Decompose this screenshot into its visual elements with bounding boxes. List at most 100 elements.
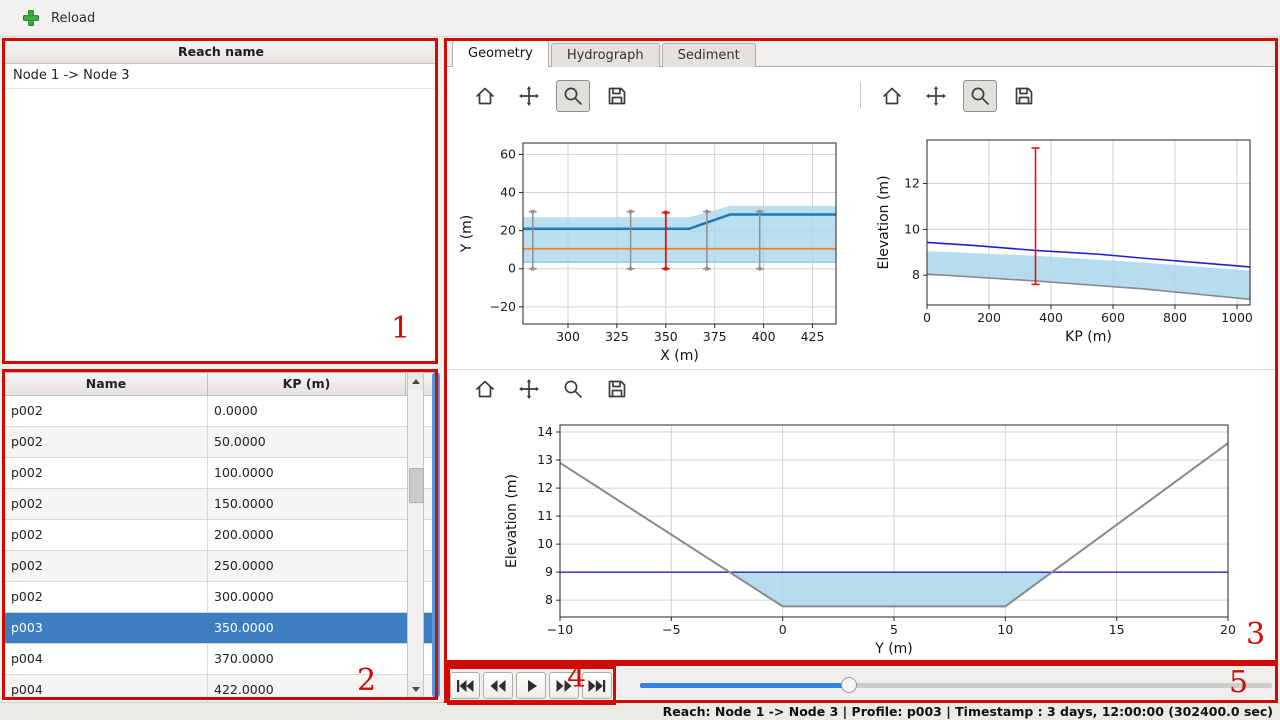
skip-forward-icon: [588, 679, 605, 692]
profiles-table: p002 0.0000 p002 50.0000 p002 100.0000 p002 150…: [5, 396, 437, 706]
svg-text:800: 800: [1163, 310, 1187, 325]
svg-text:8: 8: [912, 267, 920, 282]
arrow-up-icon: [411, 378, 420, 384]
slider-fill: [640, 683, 849, 688]
panel-scrollbar-overlay[interactable]: [432, 372, 440, 698]
save-icon: [1015, 87, 1033, 105]
svg-text:−20: −20: [490, 299, 516, 314]
home-button[interactable]: [875, 80, 909, 112]
table-row[interactable]: p002 250.0000: [5, 551, 437, 582]
seek-backward-icon: [490, 679, 505, 692]
svg-text:11: 11: [537, 508, 553, 523]
playback-seek-forward-button[interactable]: [549, 672, 579, 699]
svg-text:9: 9: [545, 564, 553, 579]
svg-text:350: 350: [654, 329, 678, 344]
cross-section-chart[interactable]: −10 −5 0 5 10 15 20 8 9 10 11 12 13 14 Y (m) Elevation …: [450, 408, 1274, 662]
plan-view-toolbar: [468, 80, 634, 112]
save-icon: [608, 87, 626, 105]
table-cell-kp: 50.0000: [214, 434, 266, 449]
home-button[interactable]: [468, 373, 502, 405]
reload-label: Reload: [51, 10, 96, 26]
save-button[interactable]: [1007, 80, 1041, 112]
table-row[interactable]: p004 422.0000: [5, 675, 437, 706]
svg-text:Elevation (m): Elevation (m): [876, 175, 892, 269]
scroll-up-button[interactable]: [408, 373, 423, 389]
svg-text:KP (m): KP (m): [1065, 329, 1112, 345]
table-row[interactable]: p002 50.0000: [5, 427, 437, 458]
pan-button[interactable]: [512, 373, 546, 405]
home-button[interactable]: [468, 80, 502, 112]
zoom-button[interactable]: [556, 80, 590, 112]
table-cell-kp: 0.0000: [214, 403, 258, 418]
zoom-button[interactable]: [963, 80, 997, 112]
scroll-thumb[interactable]: [409, 468, 424, 503]
table-row[interactable]: p002 100.0000: [5, 458, 437, 489]
slider-handle[interactable]: [840, 677, 857, 693]
svg-text:425: 425: [801, 329, 825, 344]
tab-sediment[interactable]: Sediment: [661, 43, 756, 67]
svg-text:1000: 1000: [1221, 310, 1253, 325]
pan-button[interactable]: [512, 80, 546, 112]
save-button[interactable]: [600, 373, 634, 405]
table-cell-kp: 100.0000: [214, 465, 274, 480]
tab-hydrograph[interactable]: Hydrograph: [550, 43, 660, 67]
svg-text:X (m): X (m): [660, 348, 699, 364]
table-cell-name: p002: [5, 396, 208, 426]
zoom-button[interactable]: [556, 373, 590, 405]
play-icon: [527, 679, 537, 692]
svg-text:12: 12: [904, 176, 920, 191]
svg-text:60: 60: [500, 146, 516, 161]
table-row[interactable]: p002 300.0000: [5, 582, 437, 613]
svg-text:10: 10: [537, 536, 553, 551]
arrow-down-icon: [411, 686, 420, 692]
chart-splitter[interactable]: [446, 369, 1278, 370]
svg-text:325: 325: [605, 329, 629, 344]
tab-bar: Geometry Hydrograph Sediment: [452, 40, 756, 67]
table-cell-kp: 300.0000: [214, 589, 274, 604]
svg-text:Elevation (m): Elevation (m): [504, 474, 520, 568]
toolbar-separator: [860, 82, 861, 108]
cross-section-toolbar: [468, 373, 634, 405]
svg-text:400: 400: [752, 329, 776, 344]
scroll-down-button[interactable]: [408, 681, 423, 697]
long-profile-chart[interactable]: 0 200 400 600 800 1000 8 10 12 KP (m) Elevation (m…: [868, 118, 1272, 368]
pan-icon: [519, 379, 539, 399]
tab-geometry[interactable]: Geometry: [452, 40, 549, 67]
table-row[interactable]: p002 0.0000: [5, 396, 437, 427]
reach-list: Node 1 -> Node 3: [5, 64, 437, 89]
table-row[interactable]: p003 350.0000: [5, 613, 437, 644]
reload-button[interactable]: Reload: [22, 9, 95, 27]
table-row[interactable]: p002 150.0000: [5, 489, 437, 520]
table-header: Name KP (m): [5, 373, 437, 396]
playback-skip-forward-button[interactable]: [582, 672, 612, 699]
reach-list-item[interactable]: Node 1 -> Node 3: [5, 64, 437, 89]
chart-pane: [446, 66, 1278, 663]
table-scrollbar[interactable]: [407, 372, 424, 698]
svg-text:40: 40: [500, 185, 516, 200]
table-cell-name: p002: [5, 458, 208, 488]
svg-text:15: 15: [1109, 622, 1125, 637]
playback-bar: [450, 672, 612, 699]
save-button[interactable]: [600, 80, 634, 112]
table-header-kp[interactable]: KP (m): [208, 373, 406, 395]
pan-button[interactable]: [919, 80, 953, 112]
svg-text:14: 14: [537, 424, 553, 439]
table-cell-name: p002: [5, 551, 208, 581]
reach-name-header: Reach name: [5, 41, 437, 64]
svg-text:600: 600: [1101, 310, 1125, 325]
playback-skip-backward-button[interactable]: [450, 672, 480, 699]
status-bar: Reach: Node 1 -> Node 3 | Profile: p003 …: [0, 702, 1280, 720]
table-header-name[interactable]: Name: [5, 373, 208, 395]
svg-text:12: 12: [537, 480, 553, 495]
table-row[interactable]: p002 200.0000: [5, 520, 437, 551]
table-cell-kp: 370.0000: [214, 651, 274, 666]
seek-forward-icon: [556, 679, 571, 692]
svg-text:−10: −10: [547, 622, 573, 637]
playback-seek-backward-button[interactable]: [483, 672, 513, 699]
table-row[interactable]: p004 370.0000: [5, 644, 437, 675]
playback-play-button[interactable]: [516, 672, 546, 699]
table-cell-kp: 200.0000: [214, 527, 274, 542]
timeline-slider[interactable]: [640, 677, 1272, 693]
plan-view-chart[interactable]: 300 325 350 375 400 425 −20 0 20 40 60 X (m) Y (m): [450, 118, 870, 368]
